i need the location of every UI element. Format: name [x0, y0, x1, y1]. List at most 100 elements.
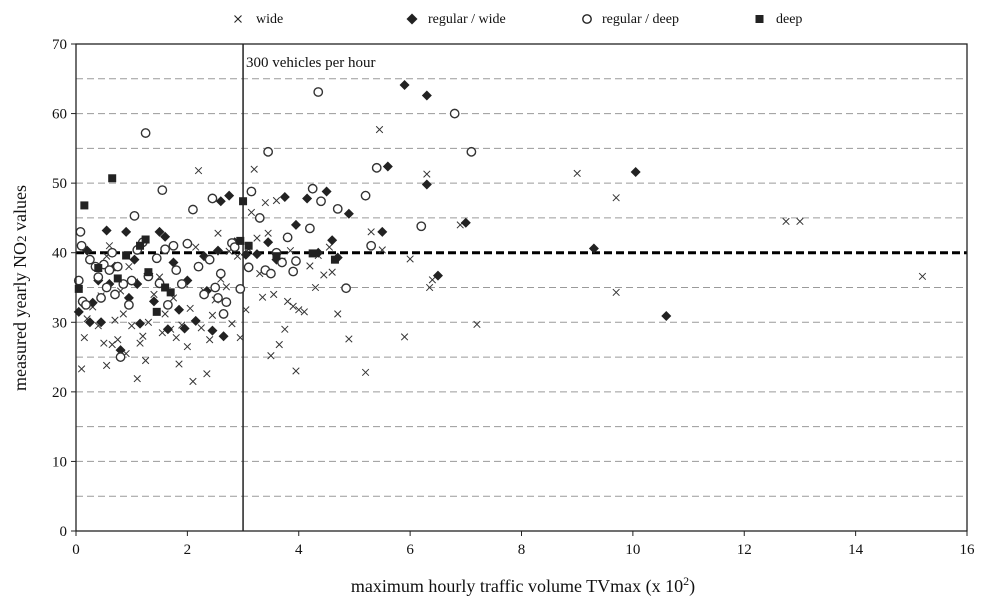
- point-regular-wide: [218, 331, 229, 342]
- point-regular-wide: [327, 235, 338, 246]
- point-regular-deep: [207, 193, 218, 204]
- point-regular-deep: [313, 87, 324, 97]
- point-deep: [108, 174, 117, 183]
- point-regular-deep: [307, 183, 318, 194]
- point-deep: [141, 235, 150, 244]
- point-regular-deep: [243, 262, 254, 273]
- point-regular-deep: [360, 190, 371, 201]
- x-tick-label: 6: [406, 542, 414, 558]
- legend-item-regular-wide: regular / wide: [406, 12, 506, 27]
- point-wide: [261, 198, 269, 207]
- point-regular-deep: [126, 275, 137, 286]
- point-regular-deep: [215, 268, 226, 279]
- point-regular-deep: [115, 352, 126, 362]
- point-wide: [194, 166, 203, 175]
- point-wide: [311, 283, 320, 292]
- point-wide: [161, 310, 169, 318]
- point-deep: [94, 264, 103, 273]
- point-regular-deep: [76, 240, 87, 251]
- point-regular-wide: [399, 80, 410, 91]
- point-regular-wide: [121, 226, 132, 237]
- y-tick-label: 10: [52, 454, 67, 470]
- y-axis-title-main: measured yearly NO: [10, 242, 30, 391]
- point-regular-wide: [154, 226, 165, 237]
- point-wide: [295, 306, 303, 314]
- point-wide: [253, 234, 261, 242]
- point-wide: [325, 243, 334, 251]
- point-deep: [239, 197, 248, 206]
- point-regular-deep: [107, 247, 118, 258]
- point-wide: [247, 208, 256, 217]
- x-tick-label: 16: [960, 542, 976, 558]
- point-wide: [197, 324, 205, 332]
- point-regular-wide: [432, 270, 443, 281]
- point-regular-wide: [343, 208, 354, 219]
- point-wide: [175, 360, 183, 368]
- point-wide: [228, 320, 236, 328]
- plot-frame: [75, 43, 968, 532]
- point-regular-deep: [168, 240, 179, 251]
- point-wide: [189, 377, 197, 386]
- legend-marker-diamond: [406, 13, 418, 25]
- point-regular-deep: [366, 240, 377, 251]
- point-regular-deep: [246, 186, 257, 197]
- point-regular-deep: [291, 256, 301, 266]
- point-regular-deep: [110, 289, 120, 300]
- y-axis-title: measured yearly NO2 values: [10, 185, 30, 391]
- point-wide: [406, 255, 414, 263]
- point-regular-deep: [171, 265, 182, 276]
- y-tick-label: 20: [52, 385, 67, 401]
- legend-label-regular-wide: regular / wide: [428, 12, 506, 27]
- legend-label-regular-deep: regular / deep: [602, 12, 679, 27]
- point-regular-deep: [160, 244, 171, 255]
- point-regular-wide: [148, 296, 159, 307]
- point-regular-deep: [124, 299, 134, 310]
- point-wide: [80, 333, 89, 342]
- point-wide: [796, 217, 804, 226]
- point-regular-wide: [224, 190, 235, 201]
- point-wide: [139, 332, 147, 340]
- point-wide: [328, 268, 336, 276]
- x-tick-label: 14: [848, 542, 864, 558]
- y-axis-title-suffix: values: [10, 185, 30, 235]
- data-points: [73, 80, 927, 386]
- x-tick-label: 2: [184, 542, 192, 558]
- point-regular-deep: [416, 221, 427, 232]
- point-regular-wide: [96, 317, 107, 328]
- point-wide: [150, 290, 158, 299]
- point-deep: [74, 284, 83, 293]
- legend-label-wide: wide: [256, 12, 283, 27]
- x-tick-label: 0: [72, 542, 80, 558]
- point-regular-wide: [162, 324, 173, 335]
- point-regular-wide: [101, 225, 112, 236]
- point-regular-wide: [321, 186, 332, 197]
- point-wide: [222, 283, 231, 291]
- point-wide: [77, 365, 86, 373]
- point-regular-deep: [112, 261, 123, 272]
- point-wide: [119, 310, 127, 318]
- x-axis-title: maximum hourly traffic volume TVmax (x 1…: [351, 574, 695, 597]
- point-wide: [133, 374, 141, 383]
- point-regular-wide: [115, 345, 126, 356]
- legend-label-deep: deep: [776, 12, 802, 27]
- point-regular-wide: [168, 257, 179, 268]
- point-regular-wide: [588, 243, 599, 254]
- point-wide: [233, 252, 242, 260]
- point-regular-deep: [235, 283, 246, 294]
- point-wide: [286, 246, 295, 255]
- point-wide: [128, 322, 136, 330]
- point-regular-wide: [179, 323, 190, 334]
- point-regular-wide: [174, 304, 185, 315]
- point-regular-deep: [81, 299, 91, 310]
- point-wide: [473, 320, 481, 329]
- point-wide: [334, 310, 342, 318]
- point-wide: [289, 302, 297, 310]
- point-wide: [258, 293, 267, 301]
- point-regular-deep: [282, 232, 293, 243]
- point-regular-deep: [466, 146, 477, 157]
- point-deep: [308, 249, 317, 258]
- point-wide: [125, 262, 133, 271]
- point-regular-wide: [73, 306, 84, 317]
- point-regular-wide: [460, 217, 471, 228]
- point-wide: [281, 325, 289, 333]
